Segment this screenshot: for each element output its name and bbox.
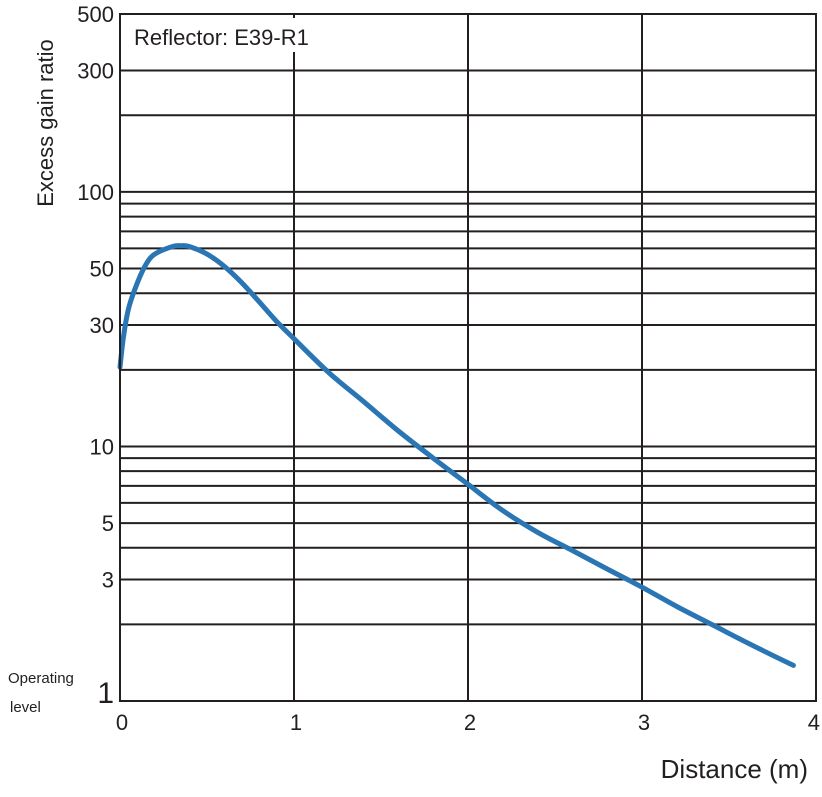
y-tick-label: 1 [97, 677, 114, 710]
x-axis-label: Distance (m) [661, 754, 808, 784]
x-tick-label: 2 [464, 710, 476, 735]
y-tick-label: 10 [90, 434, 114, 459]
operating-level-label-line2: level [10, 699, 41, 716]
y-axis-label: Excess gain ratio [33, 39, 58, 207]
operating-level-label-line1: Operating [8, 670, 74, 687]
annotation-label: Reflector: E39-R1 [134, 25, 309, 50]
plot-frame [119, 13, 817, 702]
series-line [117, 243, 796, 668]
grid-layer [120, 14, 816, 701]
annotation-background [128, 18, 423, 52]
series-layer [117, 243, 796, 668]
y-tick-label: 30 [90, 313, 114, 338]
x-tick-label: 4 [808, 710, 820, 735]
y-tick-label: 50 [90, 257, 114, 282]
x-tick-label: 0 [116, 710, 128, 735]
x-tick-label: 3 [638, 710, 650, 735]
y-tick-label: 500 [77, 2, 114, 27]
y-tick-label: 100 [77, 180, 114, 205]
y-tick-label: 300 [77, 58, 114, 83]
y-tick-label: 3 [102, 568, 114, 593]
x-tick-label: 1 [290, 710, 302, 735]
y-tick-label: 5 [102, 511, 114, 536]
